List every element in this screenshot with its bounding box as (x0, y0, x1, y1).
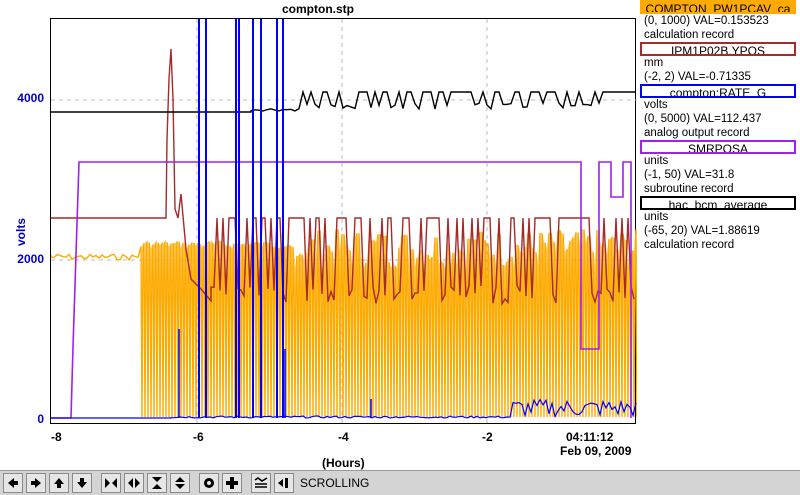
legend-detail: units (644, 211, 669, 223)
zoom-out-horizontal-icon[interactable] (124, 473, 144, 493)
y-axis-label: volts (14, 217, 28, 246)
legend-detail: (0, 1000) VAL=0.153523 (644, 15, 769, 27)
x-axis-label: (Hours) (322, 456, 365, 470)
arrow-up-icon[interactable] (49, 473, 69, 493)
legend-detail: calculation record (644, 29, 735, 41)
scroll-status: SCROLLING (300, 476, 370, 490)
trend-plot (51, 19, 637, 425)
legend-detail: (-65, 20) VAL=1.88619 (644, 225, 760, 237)
legend-detail: subroutine record (644, 183, 734, 195)
legend-detail: calculation record (644, 239, 735, 251)
legend-detail: units (644, 155, 669, 167)
add-icon[interactable] (222, 473, 242, 493)
legend-name[interactable]: SMRPOSA (640, 140, 796, 154)
legend-entry[interactable]: IPM1P02B.YPOS mm (-2, 2) VAL=-0.71335 (638, 42, 800, 84)
series-orange (51, 229, 637, 418)
legend-name[interactable]: IPM1P02B.YPOS (640, 42, 796, 56)
x-tick-label: -2 (482, 430, 493, 444)
legend-detail: (-2, 2) VAL=-0.71335 (644, 71, 751, 83)
plot-area[interactable] (50, 18, 637, 425)
legend-detail: (-1, 50) VAL=31.8 (644, 169, 735, 181)
arrow-left-icon[interactable] (3, 473, 23, 493)
x-tick-label: -8 (51, 430, 62, 444)
legend-name[interactable]: COMPTON_PW1PCAV_ca (640, 0, 796, 14)
legend-detail: volts (644, 99, 668, 111)
series-black (51, 89, 635, 113)
legend-name[interactable]: hac_bcm_average (640, 196, 796, 210)
y-tick-label: 2000 (17, 252, 44, 266)
legend-name[interactable]: compton:RATE_G (640, 84, 796, 98)
legend-detail: mm (644, 57, 664, 69)
legend-entry[interactable]: SMRPOSA units (-1, 50) VAL=31.8 subrouti… (638, 140, 800, 196)
y-tick-label: 0 (37, 412, 44, 426)
legend-detail: analog output record (644, 127, 750, 139)
zoom-in-horizontal-icon[interactable] (101, 473, 121, 493)
series-purple (51, 161, 632, 419)
plot-title: compton.stp (282, 2, 354, 16)
zoom-in-vertical-icon[interactable] (147, 473, 167, 493)
x-tick-label: -4 (338, 430, 349, 444)
legend-detail: (0, 5000) VAL=112.437 (644, 113, 762, 125)
current-date: Feb 09, 2009 (560, 444, 632, 458)
auto-scale-icon[interactable] (251, 473, 271, 493)
arrow-down-icon[interactable] (72, 473, 92, 493)
legend-entry[interactable]: COMPTON_PW1PCAV_ca (0, 1000) VAL=0.15352… (638, 0, 800, 42)
arrow-right-icon[interactable] (26, 473, 46, 493)
legend: COMPTON_PW1PCAV_ca (0, 1000) VAL=0.15352… (638, 0, 800, 252)
toolbar: SCROLLING (0, 470, 800, 495)
legend-entry[interactable]: hac_bcm_average units (-65, 20) VAL=1.88… (638, 196, 800, 252)
current-time: 04:11:12 (566, 430, 614, 444)
y-tick-label: 4000 (17, 91, 44, 105)
series-brown (51, 48, 635, 307)
zoom-out-vertical-icon[interactable] (170, 473, 190, 493)
scroll-icon[interactable] (274, 473, 294, 493)
series-blue (51, 398, 637, 419)
reset-icon[interactable] (199, 473, 219, 493)
legend-entry[interactable]: compton:RATE_G volts (0, 5000) VAL=112.4… (638, 84, 800, 140)
x-tick-label: -6 (193, 430, 204, 444)
